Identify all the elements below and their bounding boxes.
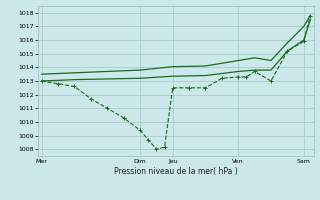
X-axis label: Pression niveau de la mer( hPa ): Pression niveau de la mer( hPa ) xyxy=(114,167,238,176)
